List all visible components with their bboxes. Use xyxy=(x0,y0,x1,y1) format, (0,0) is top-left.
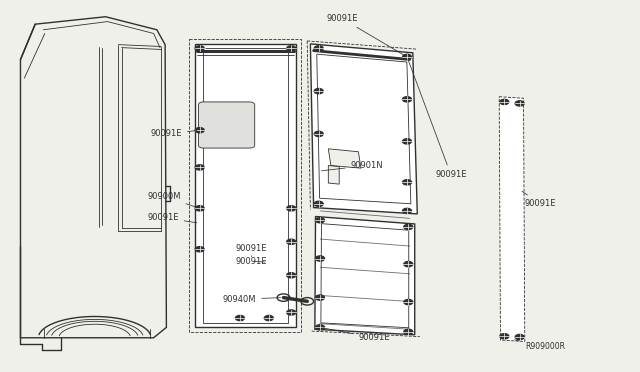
Circle shape xyxy=(195,128,204,133)
Circle shape xyxy=(403,208,412,214)
Circle shape xyxy=(236,315,244,321)
Circle shape xyxy=(515,334,524,340)
Polygon shape xyxy=(315,217,415,335)
Circle shape xyxy=(195,206,204,211)
Polygon shape xyxy=(328,149,361,168)
Circle shape xyxy=(195,46,204,51)
Circle shape xyxy=(515,101,524,106)
Circle shape xyxy=(195,165,204,170)
Circle shape xyxy=(287,239,296,244)
Circle shape xyxy=(316,295,324,300)
Text: 90091E: 90091E xyxy=(150,129,197,138)
Text: 90940M: 90940M xyxy=(223,295,281,304)
Circle shape xyxy=(404,329,413,334)
Circle shape xyxy=(403,180,412,185)
Circle shape xyxy=(287,206,296,211)
Circle shape xyxy=(403,97,412,102)
Circle shape xyxy=(287,46,296,51)
Text: 90901N: 90901N xyxy=(321,161,383,171)
Text: 90900M: 90900M xyxy=(147,192,197,208)
Circle shape xyxy=(404,299,413,305)
Polygon shape xyxy=(195,44,296,327)
Circle shape xyxy=(403,54,412,60)
Text: 90091E: 90091E xyxy=(323,328,390,342)
Polygon shape xyxy=(20,17,166,338)
Text: 90091E: 90091E xyxy=(147,213,197,223)
Circle shape xyxy=(314,201,323,206)
Polygon shape xyxy=(328,166,339,184)
Circle shape xyxy=(500,334,509,339)
Circle shape xyxy=(314,89,323,94)
Circle shape xyxy=(314,46,323,51)
Circle shape xyxy=(316,325,324,330)
Circle shape xyxy=(500,99,509,105)
Text: 90091E: 90091E xyxy=(326,14,404,55)
Text: 90091E: 90091E xyxy=(236,257,267,266)
Text: 90091E: 90091E xyxy=(522,191,556,208)
Circle shape xyxy=(316,218,324,223)
Circle shape xyxy=(404,224,413,230)
Polygon shape xyxy=(310,44,417,214)
Circle shape xyxy=(314,131,323,137)
Circle shape xyxy=(316,256,324,261)
Text: 90091E: 90091E xyxy=(236,244,267,257)
Circle shape xyxy=(403,139,412,144)
Text: R909000R: R909000R xyxy=(515,340,564,351)
Text: 90091E: 90091E xyxy=(408,60,467,179)
Circle shape xyxy=(404,262,413,267)
Circle shape xyxy=(287,310,296,315)
Polygon shape xyxy=(499,97,525,341)
FancyBboxPatch shape xyxy=(198,102,255,148)
Circle shape xyxy=(264,315,273,321)
Circle shape xyxy=(287,273,296,278)
Circle shape xyxy=(195,247,204,252)
